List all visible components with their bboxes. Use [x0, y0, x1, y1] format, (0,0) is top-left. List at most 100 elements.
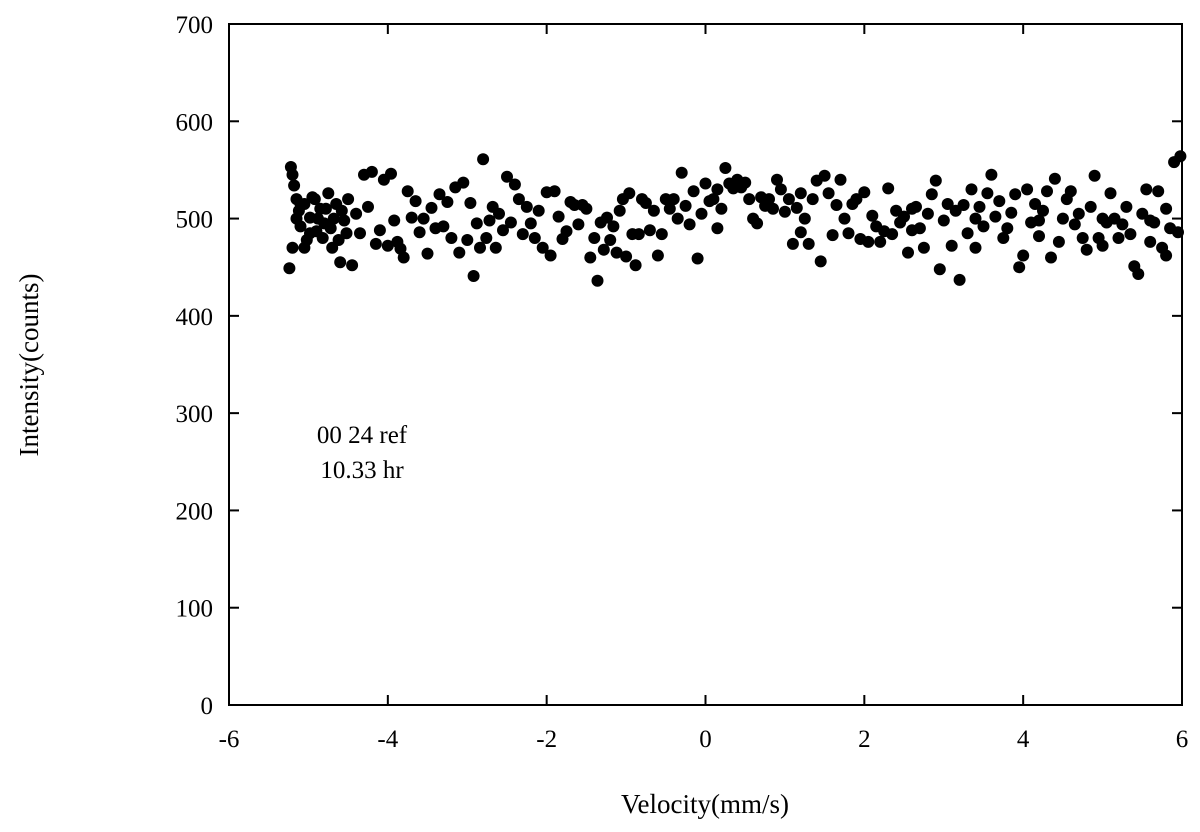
data-point — [480, 232, 493, 244]
data-point — [1033, 230, 1045, 243]
data-point — [802, 237, 815, 250]
data-point — [381, 239, 394, 252]
data-point — [512, 193, 525, 206]
x-tick-label: -4 — [377, 726, 398, 753]
data-point — [794, 187, 807, 200]
data-point — [308, 193, 321, 206]
data-point — [925, 188, 938, 201]
data-point — [1174, 150, 1187, 163]
data-point — [385, 167, 397, 180]
data-point — [1160, 202, 1173, 215]
data-point — [767, 202, 779, 215]
y-tick-label: 500 — [176, 207, 214, 234]
data-point — [1096, 239, 1109, 252]
data-point — [671, 212, 684, 225]
data-point — [862, 235, 875, 248]
data-point — [1172, 226, 1184, 239]
data-point — [286, 241, 299, 254]
data-point — [941, 198, 954, 210]
data-point — [467, 270, 480, 282]
data-point — [842, 227, 855, 240]
data-point — [354, 227, 366, 240]
data-point — [882, 182, 895, 195]
data-point — [739, 176, 752, 189]
data-point — [850, 193, 863, 206]
data-point — [1104, 187, 1117, 200]
data-point — [707, 193, 720, 206]
data-point — [483, 214, 496, 227]
data-point — [1013, 261, 1026, 274]
data-point — [782, 193, 795, 206]
data-point — [493, 207, 505, 220]
data-point — [524, 217, 537, 230]
data-point — [1052, 235, 1065, 248]
annotation-label: 00 24 ref — [317, 422, 408, 449]
data-point — [369, 237, 382, 250]
data-point — [1064, 185, 1077, 198]
data-point — [604, 234, 617, 246]
data-point — [794, 226, 807, 239]
data-point — [461, 234, 474, 246]
data-point — [286, 168, 299, 181]
x-axis-title: Velocity(mm/s) — [621, 789, 789, 819]
data-point — [1021, 183, 1034, 196]
data-point — [610, 246, 623, 259]
data-point — [917, 241, 930, 254]
data-point — [1068, 218, 1081, 231]
data-point — [501, 170, 513, 183]
data-point — [826, 229, 839, 242]
data-point — [425, 201, 438, 214]
data-point — [743, 193, 756, 206]
data-point — [1048, 172, 1061, 185]
data-point — [719, 162, 732, 174]
data-point — [1120, 200, 1133, 213]
data-point — [327, 212, 340, 225]
data-point — [921, 207, 934, 220]
data-point — [453, 246, 466, 259]
data-point — [544, 249, 557, 262]
data-point — [397, 251, 410, 264]
data-point — [961, 227, 974, 240]
data-point — [552, 210, 565, 223]
data-point — [822, 187, 835, 200]
y-tick-label: 400 — [176, 304, 214, 331]
data-point — [965, 183, 978, 196]
data-point — [981, 187, 994, 200]
data-point — [715, 202, 728, 215]
y-tick-label: 100 — [176, 596, 214, 623]
data-point — [584, 251, 597, 264]
data-point — [655, 228, 668, 241]
data-point — [409, 195, 422, 208]
data-point — [651, 249, 664, 262]
data-point — [322, 187, 335, 200]
data-point — [985, 168, 998, 181]
data-point — [601, 211, 613, 224]
data-point — [1005, 206, 1018, 219]
data-point — [1140, 183, 1153, 196]
data-point — [953, 273, 966, 286]
data-point — [902, 246, 914, 259]
data-point — [304, 227, 316, 240]
data-point — [290, 212, 303, 225]
data-point — [591, 274, 604, 287]
data-point — [405, 211, 418, 224]
data-point — [516, 228, 529, 241]
x-tick-label: 4 — [1017, 726, 1030, 753]
data-point — [886, 228, 899, 241]
data-point — [866, 209, 879, 222]
data-point — [335, 204, 348, 217]
data-point — [597, 243, 610, 256]
data-point — [977, 220, 990, 233]
data-point — [528, 232, 541, 244]
data-point — [818, 169, 831, 182]
data-point — [520, 200, 533, 213]
data-point — [699, 177, 712, 190]
data-point — [830, 199, 843, 211]
data-point — [1124, 228, 1137, 241]
data-point — [1132, 268, 1145, 280]
data-point — [1136, 207, 1149, 220]
data-point — [319, 202, 332, 215]
plot-frame — [228, 23, 1183, 706]
data-point — [388, 214, 401, 227]
